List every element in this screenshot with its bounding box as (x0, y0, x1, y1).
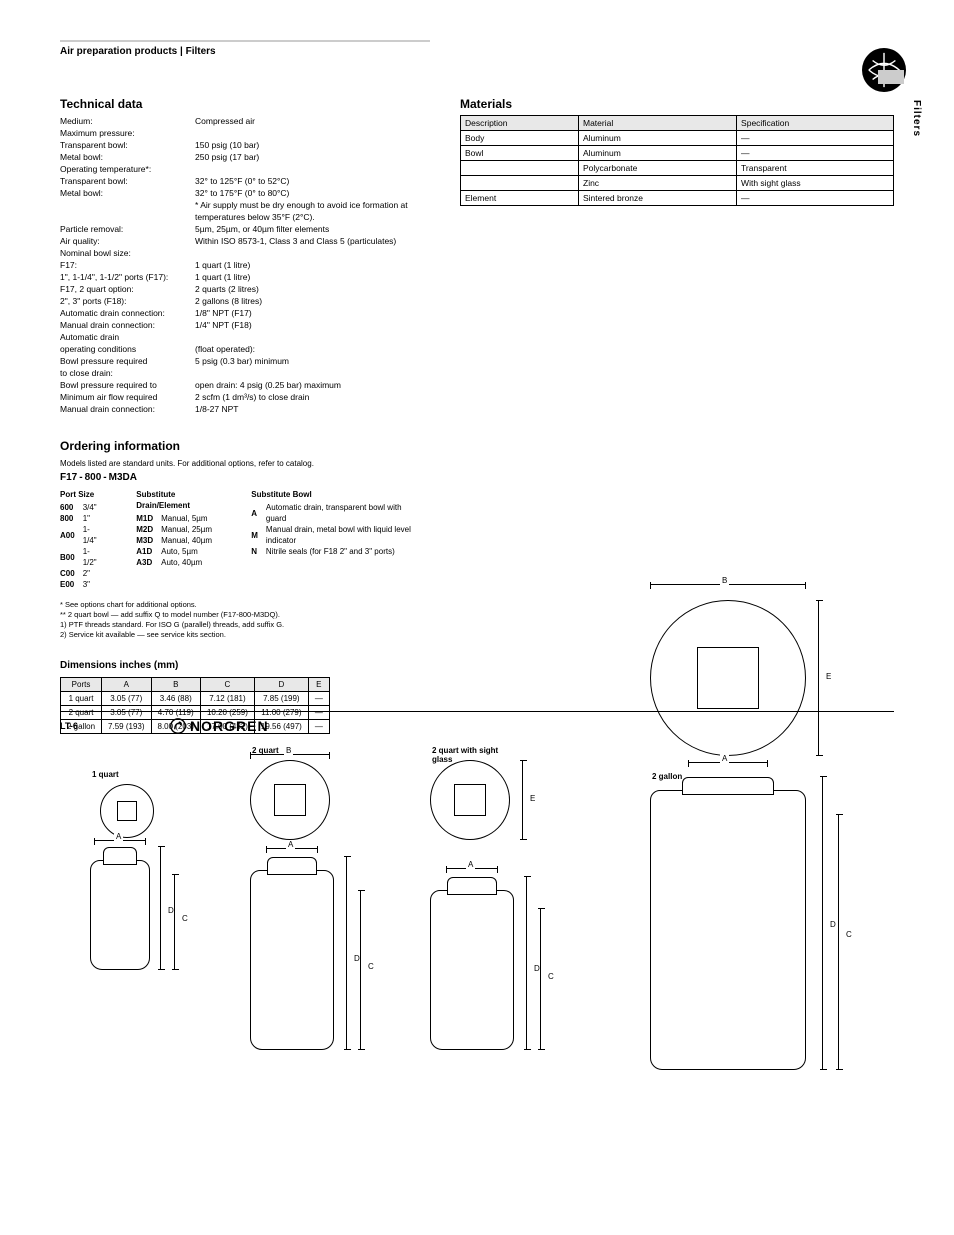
dim-C-1q: C (180, 914, 190, 923)
breadcrumb: Air preparation products | Filters (60, 46, 894, 57)
page-footer: LT-6 NORGREN (60, 711, 894, 734)
option-row: C002" (60, 568, 106, 579)
note-line: ** 2 quart bowl — add suffix Q to model … (60, 610, 430, 620)
option-row: A3DAuto, 40µm (136, 557, 220, 568)
option-row: M2DManual, 25µm (136, 524, 220, 535)
ord-segment: 800 (85, 472, 102, 483)
tech-row: Manual drain connection:1/4" NPT (F18) (60, 319, 430, 331)
dim-B: B (720, 576, 729, 585)
dim-E: E (824, 672, 833, 681)
option-row: M3DManual, 40µm (136, 535, 220, 546)
drain-title: Substitute Drain/Element (136, 489, 221, 511)
dim-C-2qs: C (546, 972, 556, 981)
label-1quart: 1 quart (90, 770, 121, 779)
tech-row: F17, 2 quart option:2 quarts (2 litres) (60, 283, 430, 295)
dim-C-g2: C (844, 930, 854, 939)
ordering-subtitle: Models listed are standard units. For ad… (60, 459, 430, 468)
ord-segment: A (130, 472, 137, 483)
ord-dash: - (101, 472, 108, 483)
bowl-title: Substitute Bowl (251, 489, 430, 500)
brand-text: NORGREN (190, 718, 269, 734)
tech-row: Operating temperature*: (60, 163, 430, 175)
bowl-block: Substitute Bowl AAutomatic drain, transp… (251, 489, 430, 590)
tech-row: Bowl pressure required5 psig (0.3 bar) m… (60, 355, 430, 367)
label-2gallon: 2 gallon (650, 772, 684, 781)
tech-row: Air quality:Within ISO 8573-1, Class 3 a… (60, 235, 430, 247)
diagram-2qs-top (430, 760, 510, 840)
tech-row: Manual drain connection:1/8-27 NPT (60, 403, 430, 415)
tech-row: Maximum pressure: (60, 127, 430, 139)
ord-segment: M3D (109, 472, 130, 483)
diagram-2gal-body (650, 790, 806, 1070)
option-row: 6003/4" (60, 502, 106, 513)
tech-row: 2", 3" ports (F18):2 gallons (8 litres) (60, 295, 430, 307)
tech-row: Nominal bowl size: (60, 247, 430, 259)
option-row: MManual drain, metal bowl with liquid le… (251, 524, 430, 546)
diagram-2q-body (250, 870, 334, 1050)
dim-A-2q: A (286, 840, 295, 849)
dim-C-2q: C (366, 962, 376, 971)
note-line: 1) PTF threads standard. For ISO G (para… (60, 620, 430, 630)
dim-D-g2: D (828, 920, 838, 929)
option-row: E003" (60, 579, 106, 590)
tech-row: Transparent bowl:32° to 125°F (0° to 52°… (60, 175, 430, 187)
dim-A-1q: A (114, 832, 123, 841)
option-row: 8001" (60, 513, 106, 524)
tech-row: 1", 1-1/4", 1-1/2" ports (F17):1 quart (… (60, 271, 430, 283)
header-underline (60, 40, 430, 42)
diagram-1q-top (100, 784, 154, 838)
option-row: A001-1/4" (60, 524, 106, 546)
tech-row: operating conditions(float operated): (60, 343, 430, 355)
drain-block: Substitute Drain/Element M1DManual, 5µmM… (136, 489, 221, 590)
option-row: A1DAuto, 5µm (136, 546, 220, 557)
sidebar-tab (878, 70, 904, 84)
note-line: * See options chart for additional optio… (60, 600, 430, 610)
option-row: M1DManual, 5µm (136, 513, 220, 524)
tech-row: Automatic drain (60, 331, 430, 343)
tech-row: to close drain: (60, 367, 430, 379)
tech-row: Minimum air flow required2 scfm (1 dm³/s… (60, 391, 430, 403)
ordering-title: Ordering information (60, 439, 430, 453)
drawings-area: B E 2 gallon A D C 1 quart A D C (60, 630, 880, 1130)
diagram-2q-top (250, 760, 330, 840)
ord-segment: F17 (60, 472, 77, 483)
technical-title: Technical data (60, 97, 430, 111)
tech-row: Transparent bowl:150 psig (10 bar) (60, 139, 430, 151)
materials-title: Materials (460, 97, 894, 111)
ord-dash: - (77, 472, 84, 483)
tech-row: Particle removal:5µm, 25µm, or 40µm filt… (60, 223, 430, 235)
tech-row: Bowl pressure required toopen drain: 4 p… (60, 379, 430, 391)
tech-row: * Air supply must be dry enough to avoid… (60, 199, 430, 223)
dim-B-2q: B (284, 746, 293, 755)
tech-row: F17:1 quart (1 litre) (60, 259, 430, 271)
tech-row: Automatic drain connection:1/8" NPT (F17… (60, 307, 430, 319)
option-row: AAutomatic drain, transparent bowl with … (251, 502, 430, 524)
option-row: NNitrile seals (for F18 2" and 3" ports) (251, 546, 430, 557)
norgren-logo-icon (170, 718, 186, 734)
dim-A-2qs: A (466, 860, 475, 869)
port-size-block: Port Size 6003/4"8001"A001-1/4"B001-1/2"… (60, 489, 106, 590)
tech-row: Medium:Compressed air (60, 115, 430, 127)
diagram-1q-body (90, 860, 150, 970)
materials-table: DescriptionMaterialSpecificationBodyAlum… (460, 115, 894, 206)
ordering-code: F17-800-M3DA (60, 472, 430, 483)
sidebar-label: Filters (911, 100, 922, 137)
technical-list: Medium:Compressed airMaximum pressure: T… (60, 115, 430, 415)
diagram-2qs-body (430, 890, 514, 1050)
dim-A-g2: A (720, 754, 729, 763)
tech-row: Metal bowl:250 psig (17 bar) (60, 151, 430, 163)
dim-E-2qs: E (528, 794, 537, 803)
page-number: LT-6 (60, 721, 150, 731)
port-size-title: Port Size (60, 489, 106, 500)
tech-row: Metal bowl:32° to 175°F (0° to 80°C) (60, 187, 430, 199)
option-row: B001-1/2" (60, 546, 106, 568)
